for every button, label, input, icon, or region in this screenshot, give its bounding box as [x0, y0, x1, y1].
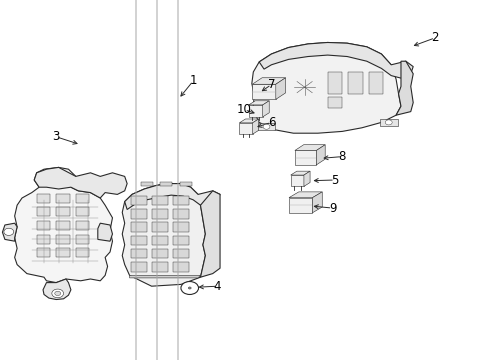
Text: 6: 6 [267, 116, 275, 129]
Text: 2: 2 [430, 31, 438, 44]
Polygon shape [160, 182, 172, 186]
Text: 10: 10 [237, 103, 251, 116]
Polygon shape [259, 42, 412, 78]
Polygon shape [288, 192, 322, 198]
Polygon shape [368, 72, 383, 94]
Text: 8: 8 [338, 150, 346, 163]
Polygon shape [200, 191, 220, 277]
Polygon shape [173, 249, 188, 258]
Polygon shape [294, 145, 325, 150]
Polygon shape [37, 194, 50, 203]
Polygon shape [257, 123, 275, 130]
Polygon shape [251, 42, 400, 133]
Polygon shape [347, 72, 362, 94]
Polygon shape [141, 182, 152, 186]
Polygon shape [173, 262, 188, 272]
Polygon shape [252, 78, 285, 84]
Polygon shape [239, 123, 252, 134]
Polygon shape [152, 236, 167, 245]
Polygon shape [152, 262, 167, 272]
Polygon shape [173, 196, 188, 205]
Polygon shape [248, 101, 269, 105]
Polygon shape [327, 97, 342, 108]
Polygon shape [248, 105, 262, 117]
Text: 9: 9 [328, 202, 336, 215]
Circle shape [188, 287, 191, 289]
Polygon shape [76, 248, 89, 257]
Polygon shape [122, 184, 205, 286]
Polygon shape [288, 198, 312, 213]
Polygon shape [37, 207, 50, 216]
Polygon shape [34, 167, 127, 198]
Polygon shape [2, 223, 17, 241]
Polygon shape [37, 248, 50, 257]
Polygon shape [76, 194, 89, 203]
Polygon shape [316, 145, 325, 165]
Text: 1: 1 [189, 75, 197, 87]
Polygon shape [76, 221, 89, 230]
Text: 7: 7 [267, 78, 275, 91]
Polygon shape [76, 207, 89, 216]
Circle shape [385, 120, 391, 125]
Polygon shape [184, 284, 194, 292]
Polygon shape [180, 182, 191, 186]
Polygon shape [239, 119, 258, 123]
Circle shape [263, 124, 269, 129]
Polygon shape [152, 249, 167, 258]
Polygon shape [131, 236, 146, 245]
Polygon shape [290, 175, 303, 186]
Circle shape [55, 291, 61, 296]
Polygon shape [152, 222, 167, 232]
Polygon shape [43, 279, 71, 300]
Polygon shape [131, 209, 146, 219]
Polygon shape [262, 101, 269, 117]
Polygon shape [15, 167, 112, 283]
Circle shape [52, 289, 63, 298]
Text: 5: 5 [330, 174, 338, 186]
Polygon shape [129, 275, 200, 278]
Polygon shape [56, 248, 70, 257]
Polygon shape [312, 192, 322, 213]
Polygon shape [395, 61, 412, 115]
Polygon shape [294, 150, 316, 165]
Polygon shape [173, 209, 188, 219]
Polygon shape [327, 72, 342, 94]
Polygon shape [56, 235, 70, 244]
Polygon shape [173, 222, 188, 232]
Polygon shape [37, 221, 50, 230]
Polygon shape [379, 119, 397, 126]
Text: 4: 4 [213, 280, 221, 293]
Polygon shape [290, 171, 309, 175]
Polygon shape [152, 196, 167, 205]
Polygon shape [56, 207, 70, 216]
Polygon shape [303, 171, 309, 186]
Polygon shape [56, 194, 70, 203]
Polygon shape [76, 235, 89, 244]
Circle shape [181, 282, 198, 294]
Polygon shape [124, 184, 220, 210]
Polygon shape [131, 249, 146, 258]
Polygon shape [275, 78, 285, 99]
Polygon shape [131, 222, 146, 232]
Polygon shape [252, 119, 258, 134]
Polygon shape [252, 84, 275, 99]
Polygon shape [152, 209, 167, 219]
Polygon shape [37, 235, 50, 244]
Circle shape [4, 228, 14, 235]
Polygon shape [98, 223, 112, 241]
Polygon shape [131, 196, 146, 205]
Text: 3: 3 [52, 130, 60, 143]
Polygon shape [131, 262, 146, 272]
Polygon shape [56, 221, 70, 230]
Polygon shape [173, 236, 188, 245]
